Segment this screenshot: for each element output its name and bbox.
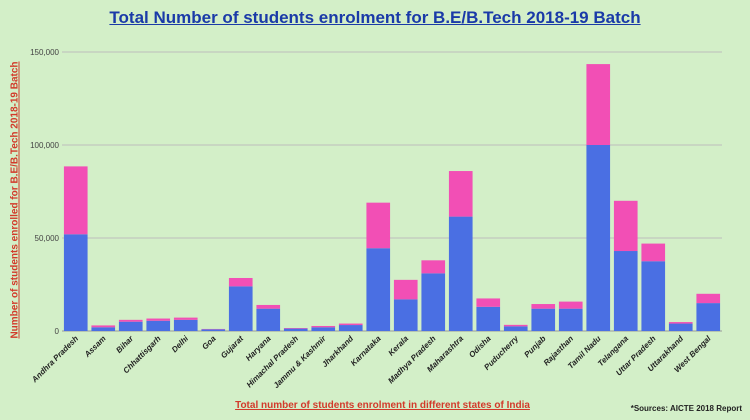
bar-segment-1 <box>476 306 501 331</box>
x-tick-label: Bihar <box>114 333 135 354</box>
bar-segment-1 <box>173 319 198 331</box>
x-tick-label: Gujarat <box>219 334 245 360</box>
bar-segment-1 <box>228 286 253 331</box>
bar-segment-1 <box>118 321 143 331</box>
bar-segment-1 <box>613 251 638 331</box>
bar-segment-1 <box>696 303 721 331</box>
bar-segment-1 <box>201 329 226 331</box>
bar-segment-1 <box>146 320 171 331</box>
bar-segment-2 <box>228 277 253 287</box>
bar-segment-2 <box>146 318 171 321</box>
bar-segment-1 <box>256 308 281 331</box>
bar-segment-2 <box>311 325 336 328</box>
bar-segment-2 <box>531 304 556 309</box>
bar-segment-2 <box>256 304 281 309</box>
bar-segment-2 <box>421 260 446 274</box>
source-note: *Sources: AICTE 2018 Report <box>630 404 742 413</box>
chart-title: Total Number of students enrolment for B… <box>109 8 641 27</box>
bar-segment-1 <box>531 308 556 331</box>
bar-segment-2 <box>503 324 528 327</box>
bar-segment-1 <box>503 326 528 331</box>
bar-segment-1 <box>586 145 611 331</box>
y-tick-label: 150,000 <box>30 48 59 57</box>
bar-segment-2 <box>448 171 473 217</box>
y-tick-label: 100,000 <box>30 141 59 150</box>
bar-segment-1 <box>366 248 391 331</box>
bar-segment-1 <box>421 273 446 331</box>
x-axis-label: Total number of students enrolment in di… <box>235 400 530 411</box>
x-tick-label: Himachal Pradesh <box>245 334 300 389</box>
bar-segment-1 <box>283 328 308 331</box>
x-tick-label: Andhra Pradesh <box>29 334 80 385</box>
bar-segment-1 <box>393 299 418 331</box>
bar-segment-2 <box>613 200 638 252</box>
y-tick-label: 0 <box>55 327 60 336</box>
bar-segment-1 <box>668 323 693 331</box>
bar-segment-2 <box>696 293 721 304</box>
bar-segment-2 <box>641 243 666 262</box>
x-tick-label: Delhi <box>170 334 191 355</box>
x-tick-label: Odisha <box>467 334 493 360</box>
bar-segment-1 <box>63 234 88 331</box>
bar-segment-1 <box>558 308 583 331</box>
bar-segment-2 <box>63 166 88 235</box>
y-tick-label: 50,000 <box>35 234 60 243</box>
bar-segment-1 <box>311 327 336 331</box>
bar-segment-2 <box>668 322 693 324</box>
bar-segment-1 <box>448 216 473 331</box>
bar-segment-2 <box>283 328 308 329</box>
bar-segment-1 <box>338 325 363 331</box>
bar-segment-2 <box>173 317 198 320</box>
bar-segment-1 <box>641 261 666 331</box>
x-tick-label: Assam <box>82 334 108 360</box>
x-tick-label: Madhya Pradesh <box>386 334 437 385</box>
x-tick-label: Goa <box>200 334 218 352</box>
bar-segment-2 <box>366 202 391 249</box>
bar-segment-1 <box>91 327 116 331</box>
bar-segment-2 <box>558 301 583 309</box>
bar-segment-2 <box>586 64 611 145</box>
y-axis-label: Number of students enrolled for B.E/B.Te… <box>9 61 21 339</box>
bar-segment-2 <box>118 319 143 322</box>
x-tick-label: Punjab <box>522 334 547 359</box>
bar-segment-2 <box>393 279 418 300</box>
bar-segment-2 <box>338 323 363 326</box>
bar-segment-2 <box>476 298 501 307</box>
x-tick-label: Karnataka <box>349 334 383 368</box>
bar-segment-2 <box>91 325 116 328</box>
x-tick-label: Kerala <box>386 334 410 358</box>
